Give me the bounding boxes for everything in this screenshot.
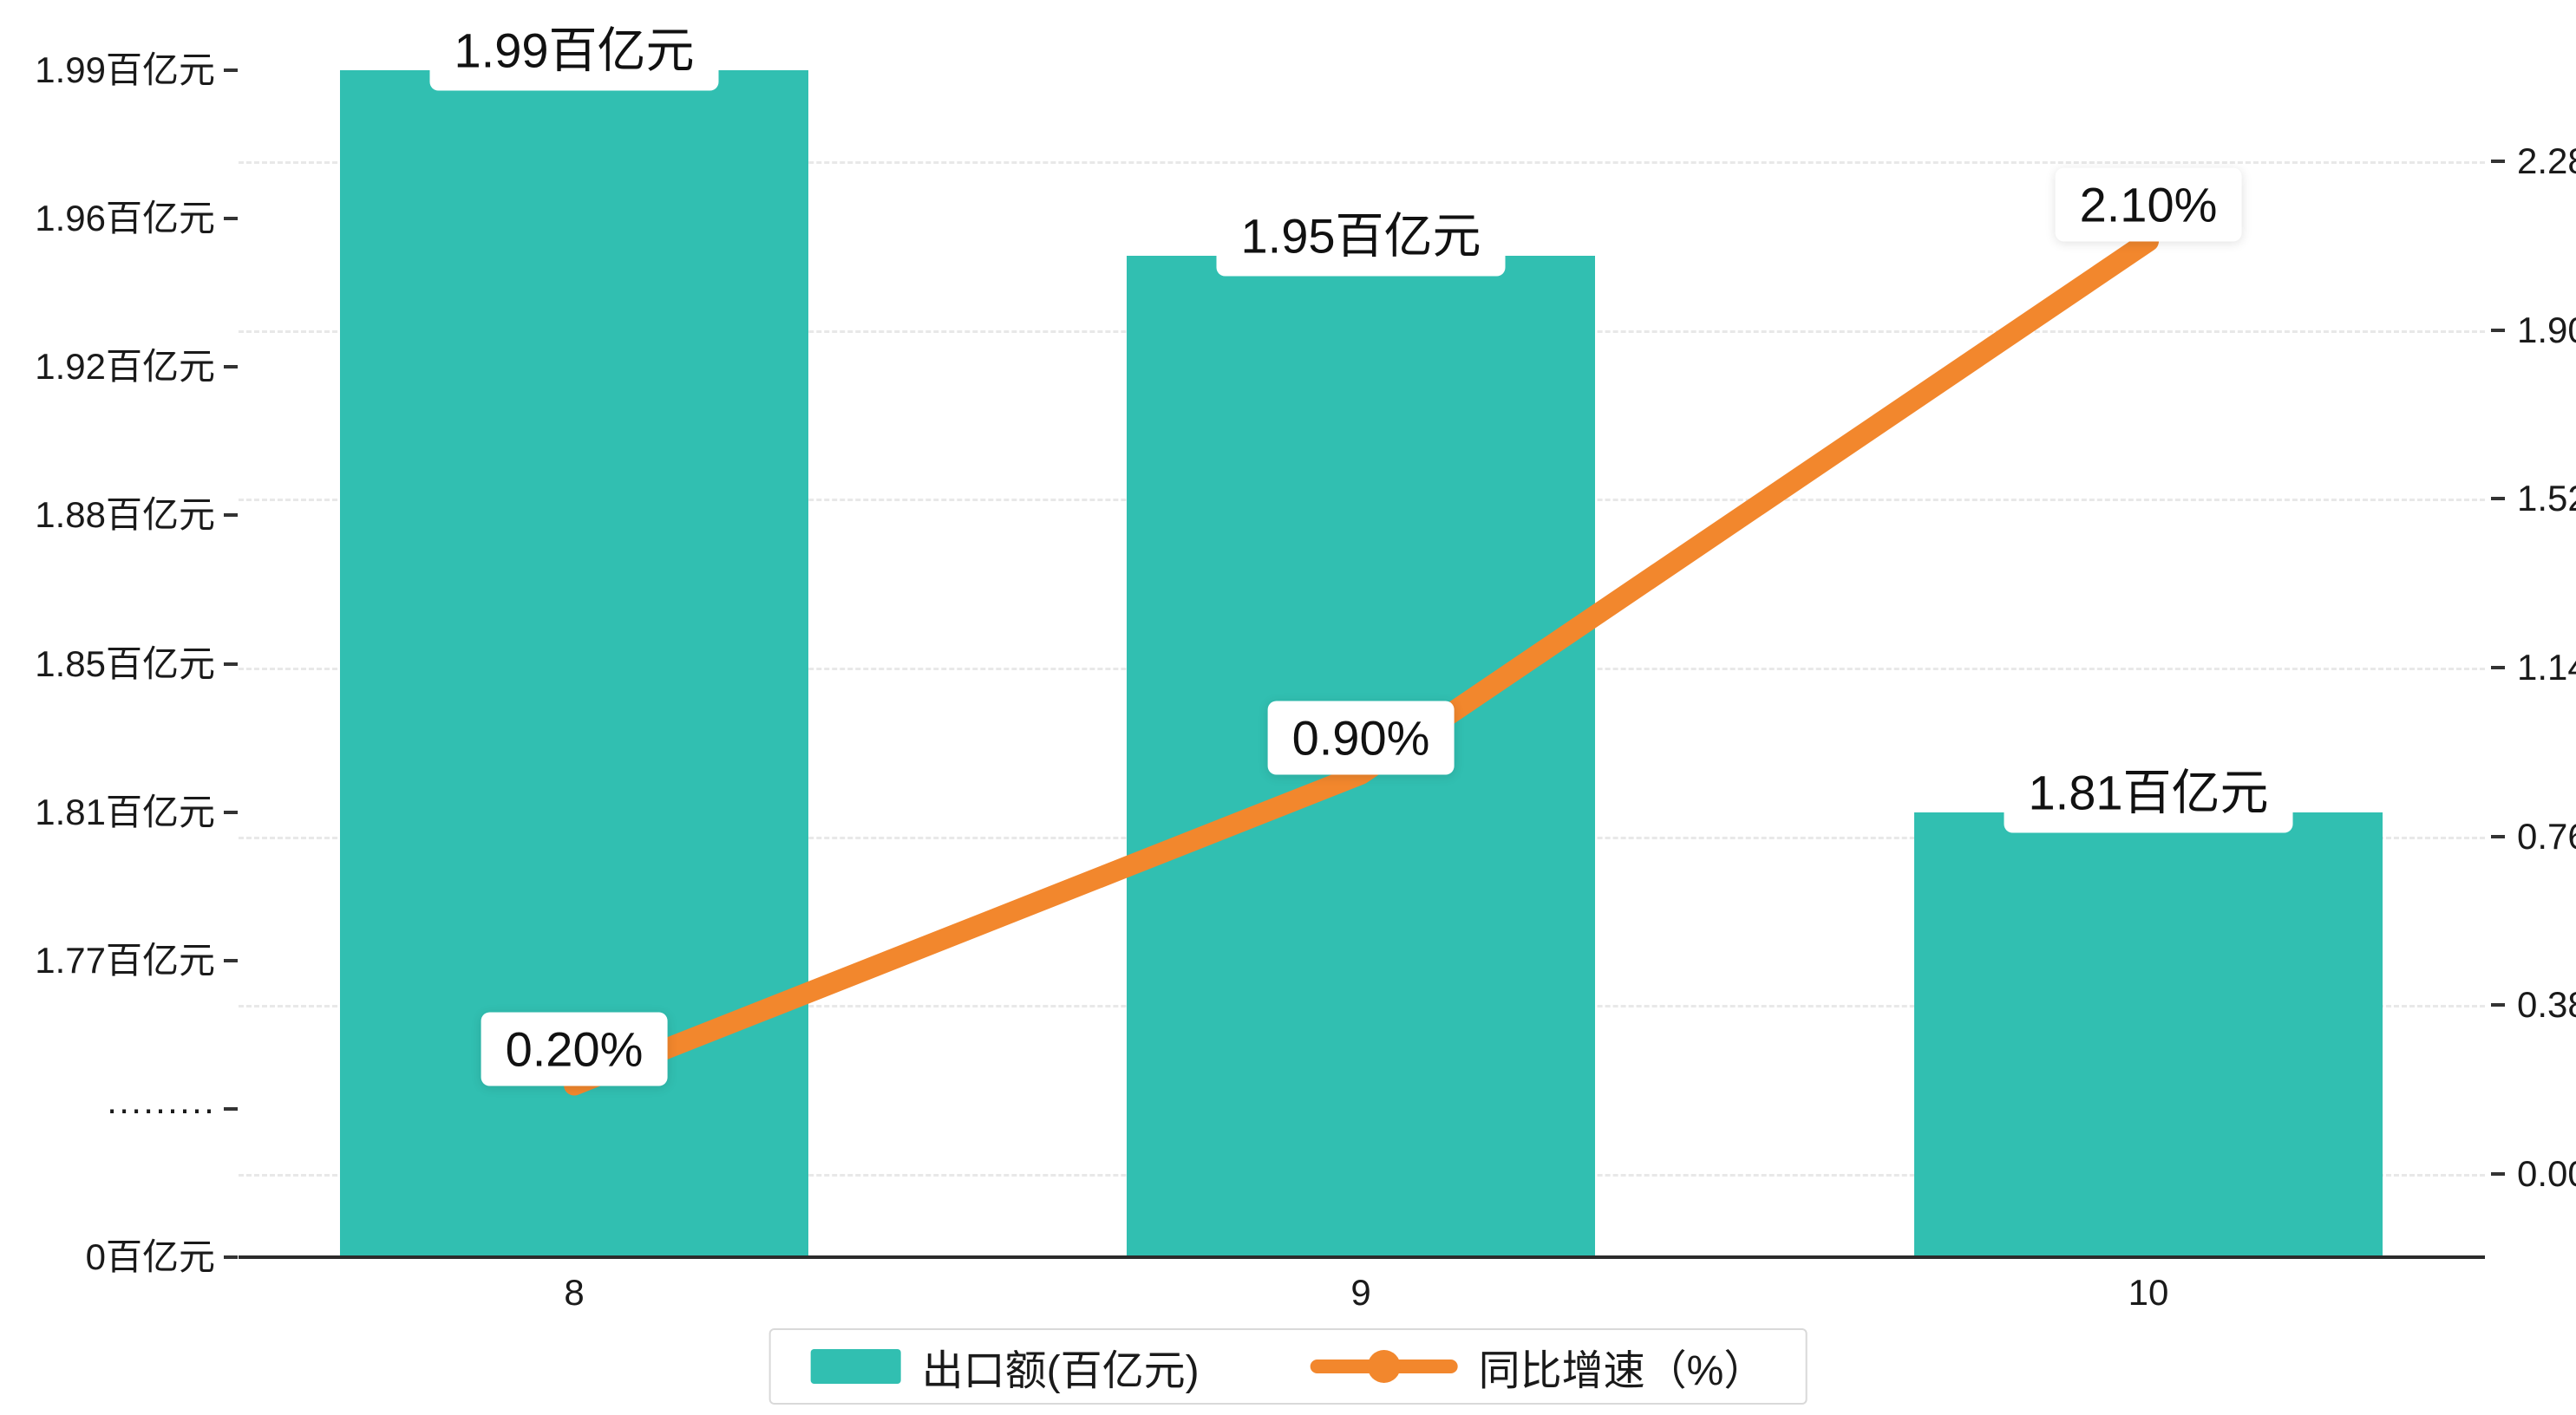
right-axis-tick bbox=[2491, 328, 2505, 332]
left-axis-tick bbox=[224, 365, 238, 369]
left-axis-tick-label: 1.81百亿元 bbox=[35, 791, 215, 832]
bar-value-label: 1.95百亿元 bbox=[1216, 188, 1506, 277]
line-series-marker-icon bbox=[1310, 1347, 1458, 1386]
x-axis-category-label: 10 bbox=[2128, 1272, 2169, 1313]
right-axis-tick-label: 1.90 bbox=[2517, 309, 2576, 350]
bar-value-label: 1.81百亿元 bbox=[2004, 745, 2293, 833]
left-axis-tick bbox=[224, 958, 238, 962]
right-axis-tick-label: 0.38 bbox=[2517, 984, 2576, 1026]
x-axis-category-label: 9 bbox=[1350, 1272, 1371, 1313]
line-value-label: 0.20% bbox=[481, 1012, 668, 1086]
left-axis-tick-label: 1.99百亿元 bbox=[35, 49, 215, 90]
legend-item-export[interactable]: 出口额(百亿元) bbox=[810, 1336, 1200, 1397]
right-axis-tick-label: 1.52 bbox=[2517, 478, 2576, 519]
right-axis-tick bbox=[2491, 160, 2505, 163]
line-value-label: 0.90% bbox=[1267, 701, 1455, 775]
right-axis-tick-label: 2.28 bbox=[2517, 140, 2576, 181]
x-axis-category-label: 8 bbox=[564, 1272, 585, 1313]
right-axis-tick bbox=[2491, 497, 2505, 501]
right-axis-tick bbox=[2491, 666, 2505, 669]
bar-10 bbox=[1914, 812, 2383, 1257]
right-axis-tick-label: 0.00 bbox=[2517, 1153, 2576, 1194]
right-axis-tick bbox=[2491, 1003, 2505, 1007]
left-axis-tick bbox=[224, 1255, 238, 1259]
right-axis-tick bbox=[2491, 834, 2505, 838]
x-axis-line bbox=[239, 1255, 2485, 1259]
left-axis-tick bbox=[224, 1106, 238, 1111]
left-axis-tick-label: 1.96百亿元 bbox=[35, 198, 215, 239]
left-axis-tick-label: 1.88百亿元 bbox=[35, 494, 215, 536]
bar-value-label: 1.99百亿元 bbox=[429, 3, 719, 91]
right-axis-tick-label: 0.76 bbox=[2517, 815, 2576, 857]
left-axis-tick-label: 1.92百亿元 bbox=[35, 346, 215, 388]
left-axis-tick-label: 0百亿元 bbox=[85, 1236, 215, 1277]
legend-item-growth[interactable]: 同比增速（%） bbox=[1310, 1336, 1766, 1397]
bar-series-swatch bbox=[810, 1349, 901, 1384]
gridline bbox=[239, 161, 2485, 164]
legend-bar-label: 出口额(百亿元) bbox=[921, 1348, 1200, 1394]
left-axis-tick bbox=[224, 68, 238, 72]
left-axis-tick bbox=[224, 810, 238, 814]
left-axis-tick-label: 1.85百亿元 bbox=[35, 642, 215, 684]
left-axis-tick-label: 1.77百亿元 bbox=[35, 939, 215, 981]
left-axis-tick bbox=[224, 217, 238, 221]
left-axis-tick bbox=[224, 513, 238, 518]
legend-line-label: 同比增速（%） bbox=[1478, 1348, 1766, 1394]
right-axis-tick-label: 1.14 bbox=[2517, 647, 2576, 688]
line-value-label: 2.10% bbox=[2055, 167, 2242, 242]
left-axis-tick bbox=[224, 662, 238, 666]
right-axis-tick bbox=[2491, 1172, 2505, 1176]
legend: 出口额(百亿元) 同比增速（%） bbox=[768, 1328, 1808, 1405]
left-axis-tick-label: ········· bbox=[106, 1087, 215, 1129]
